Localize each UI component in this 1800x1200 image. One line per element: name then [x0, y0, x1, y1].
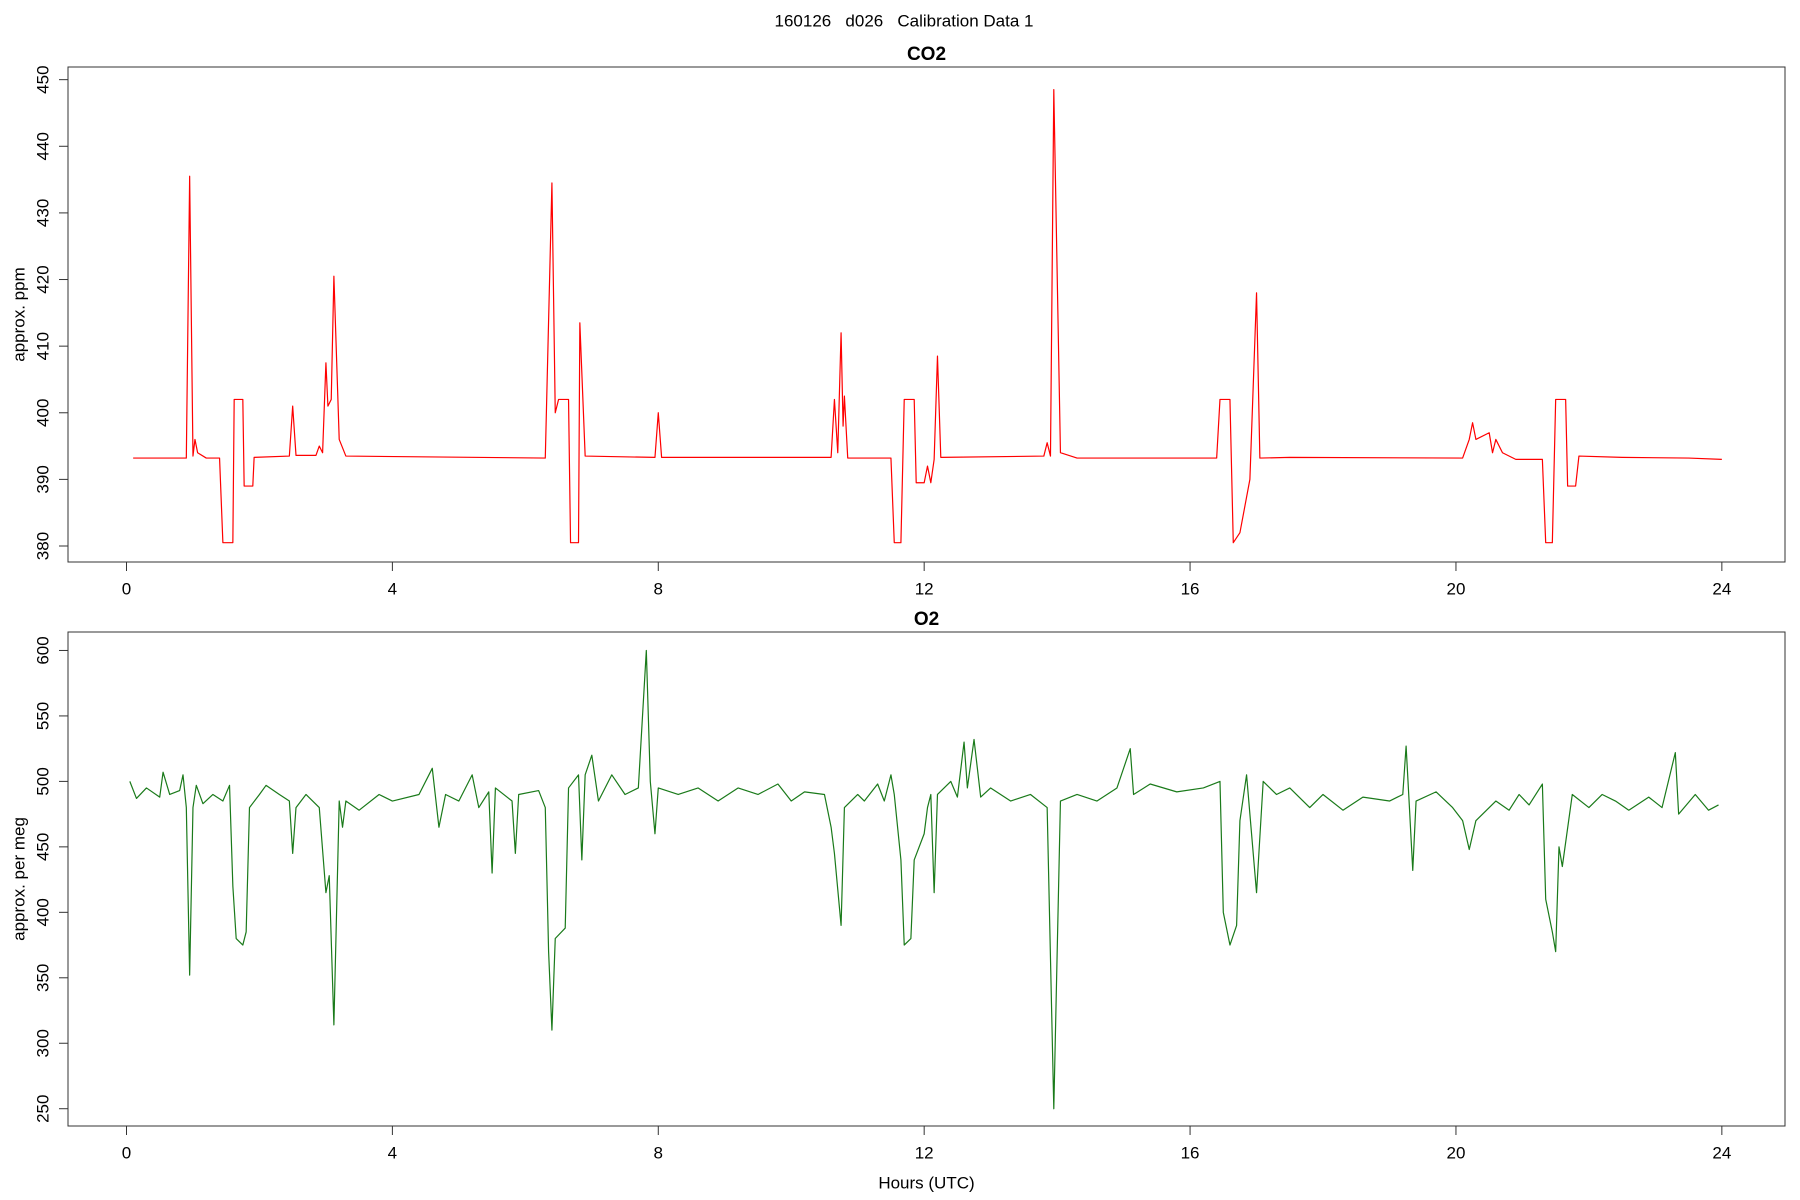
x-tick-label: 4 — [388, 1143, 397, 1162]
data-line — [129, 649, 1719, 1110]
x-tick-label: 20 — [1446, 579, 1465, 598]
y-tick-label: 400 — [33, 898, 52, 926]
y-axis-label: approx. per meg — [9, 817, 28, 941]
x-axis-label: Hours (UTC) — [878, 1173, 974, 1192]
y-tick-label: 500 — [33, 767, 52, 795]
y-tick-label: 440 — [33, 132, 52, 160]
x-tick-label: 24 — [1712, 579, 1731, 598]
y-tick-label: 350 — [33, 964, 52, 992]
panel-title: CO2 — [907, 44, 946, 65]
y-tick-label: 300 — [33, 1029, 52, 1057]
y-axis-label: approx. ppm — [9, 267, 28, 362]
y-tick-label: 250 — [33, 1095, 52, 1123]
x-tick-label: 4 — [388, 579, 397, 598]
figure-title: 160126 d026 Calibration Data 1 — [775, 11, 1034, 30]
x-tick-label: 8 — [654, 1143, 663, 1162]
data-line — [133, 89, 1722, 544]
y-tick-label: 380 — [33, 532, 52, 560]
y-tick-label: 450 — [33, 833, 52, 861]
y-tick-label: 390 — [33, 465, 52, 493]
x-tick-label: 16 — [1181, 579, 1200, 598]
x-tick-label: 0 — [122, 579, 131, 598]
y-tick-label: 420 — [33, 265, 52, 293]
y-tick-label: 430 — [33, 199, 52, 227]
plot-frame — [67, 631, 1786, 1127]
y-tick-label: 400 — [33, 399, 52, 427]
x-tick-label: 16 — [1181, 1143, 1200, 1162]
panel-title: O2 — [914, 609, 939, 630]
x-tick-label: 24 — [1712, 1143, 1731, 1162]
x-tick-label: 8 — [654, 579, 663, 598]
y-tick-label: 450 — [33, 65, 52, 93]
y-tick-label: 410 — [33, 332, 52, 360]
plot-frame — [67, 66, 1786, 563]
x-tick-label: 12 — [915, 579, 934, 598]
x-tick-label: 0 — [122, 1143, 131, 1162]
y-tick-label: 600 — [33, 636, 52, 664]
y-tick-label: 550 — [33, 702, 52, 730]
x-tick-label: 20 — [1446, 1143, 1465, 1162]
x-tick-label: 12 — [915, 1143, 934, 1162]
